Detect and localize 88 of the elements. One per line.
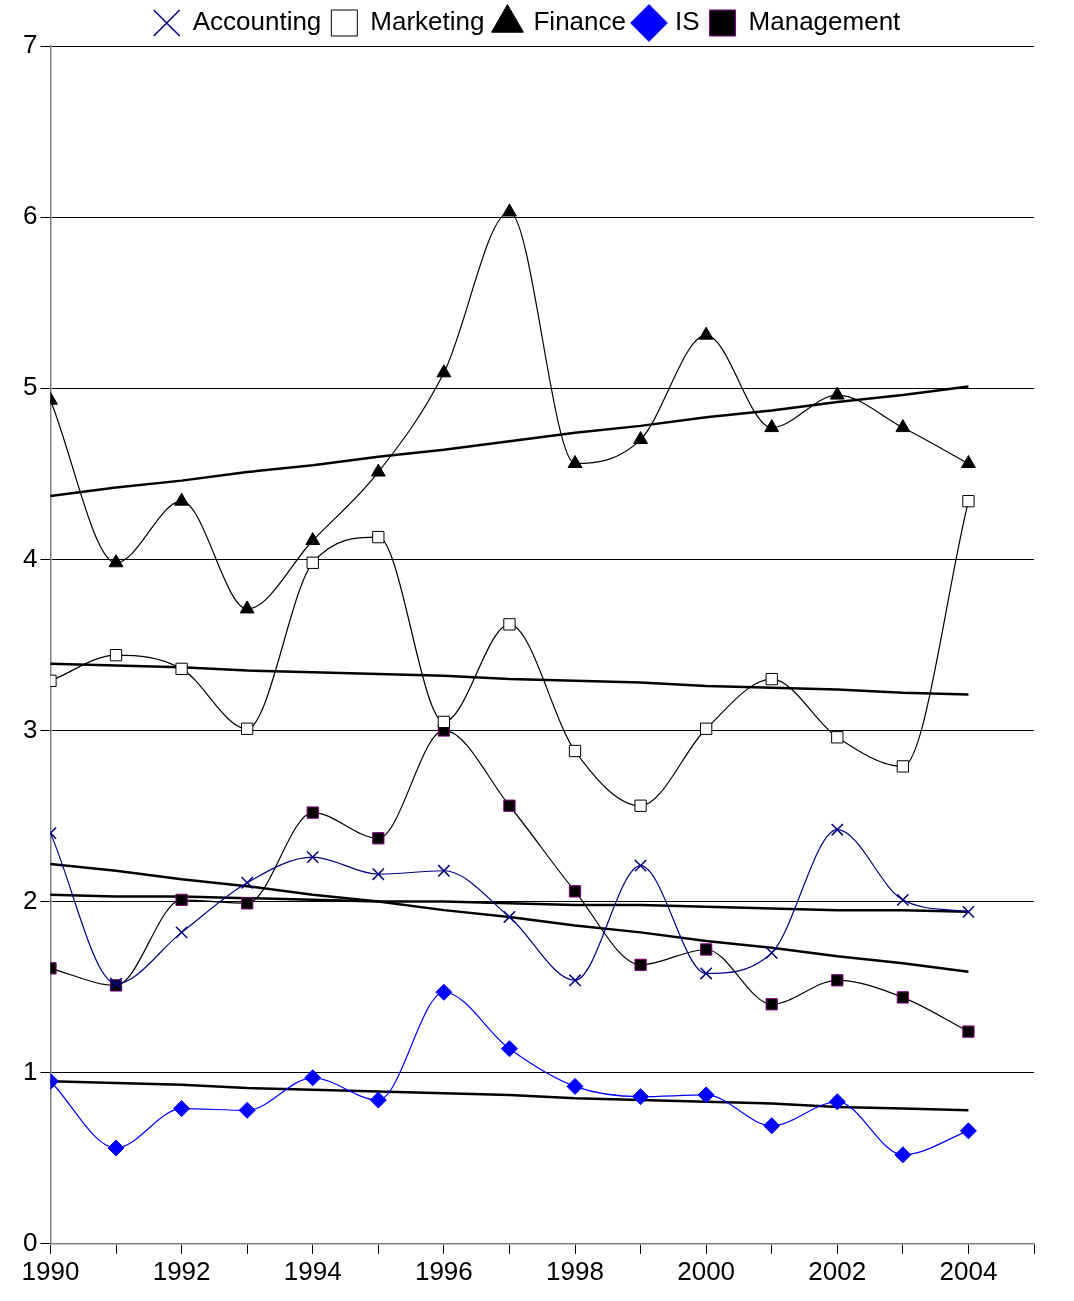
point <box>175 925 189 939</box>
legend-label: Management <box>748 6 902 37</box>
point <box>634 958 647 972</box>
legend-label: Marketing <box>370 6 485 37</box>
point <box>372 832 385 845</box>
point <box>962 495 975 508</box>
x-tick-label: 1992 <box>152 1255 211 1286</box>
point <box>700 722 713 735</box>
point <box>961 455 976 469</box>
point <box>962 1025 975 1038</box>
x-tick-label: 1990 <box>21 1255 80 1286</box>
legend-label: Finance <box>533 6 626 37</box>
point <box>109 649 123 662</box>
point <box>896 893 910 907</box>
point <box>764 419 780 433</box>
point <box>437 715 451 729</box>
point <box>240 876 254 890</box>
point <box>699 967 713 980</box>
point <box>500 1040 518 1058</box>
point <box>962 905 975 919</box>
point <box>503 910 516 924</box>
point <box>436 364 452 378</box>
point <box>241 722 254 735</box>
point <box>174 492 190 506</box>
point <box>503 799 516 812</box>
point <box>697 1086 715 1104</box>
point <box>503 618 516 631</box>
point <box>896 760 910 773</box>
x-tick-label: 2000 <box>677 1255 736 1286</box>
point <box>894 1146 912 1164</box>
y-tick-label: 1 <box>22 1055 38 1086</box>
point <box>306 850 320 864</box>
x-tick-label: 1996 <box>414 1255 473 1286</box>
y-tick-label: 3 <box>22 713 38 744</box>
point <box>369 1091 387 1109</box>
x-tick-label: 2002 <box>808 1255 867 1286</box>
point <box>829 386 845 400</box>
point <box>437 864 451 878</box>
point <box>175 893 188 907</box>
point <box>831 731 844 744</box>
point <box>306 806 319 819</box>
point <box>765 946 779 960</box>
point <box>566 1077 584 1095</box>
point <box>173 1100 191 1118</box>
y-tick-label: 7 <box>22 29 38 60</box>
point <box>238 1101 256 1119</box>
point <box>895 419 911 433</box>
point <box>763 1117 781 1135</box>
point <box>633 431 649 445</box>
y-tick-label: 5 <box>22 371 38 402</box>
point <box>698 326 714 340</box>
point <box>371 867 385 881</box>
point <box>304 1069 322 1087</box>
point <box>828 1093 846 1111</box>
point <box>959 1122 977 1140</box>
legend-label: IS <box>674 6 700 37</box>
point <box>502 203 517 217</box>
point <box>830 823 844 837</box>
point <box>567 455 583 469</box>
point <box>634 799 647 812</box>
point <box>765 672 778 686</box>
point <box>634 859 647 873</box>
x-tick-label: 1998 <box>546 1255 604 1286</box>
point <box>765 998 778 1011</box>
point <box>700 943 713 956</box>
y-tick-label: 0 <box>22 1226 38 1257</box>
point <box>435 983 453 1001</box>
point <box>372 530 385 544</box>
point <box>241 897 254 910</box>
point <box>568 885 582 898</box>
legend-label: Accounting <box>192 6 322 37</box>
point <box>306 556 319 569</box>
y-tick-label: 2 <box>22 884 38 915</box>
point <box>175 662 188 676</box>
point <box>239 600 255 614</box>
y-tick-label: 4 <box>22 542 38 573</box>
point <box>831 974 844 987</box>
x-tick-label: 1994 <box>283 1255 342 1286</box>
point <box>896 991 910 1004</box>
point <box>107 1139 125 1157</box>
point <box>305 532 321 546</box>
point <box>108 554 124 568</box>
y-tick-label: 6 <box>22 200 38 231</box>
point <box>632 1088 650 1106</box>
point <box>370 463 386 477</box>
point <box>568 973 582 987</box>
x-tick-label: 2004 <box>939 1255 998 1286</box>
point <box>568 744 582 758</box>
